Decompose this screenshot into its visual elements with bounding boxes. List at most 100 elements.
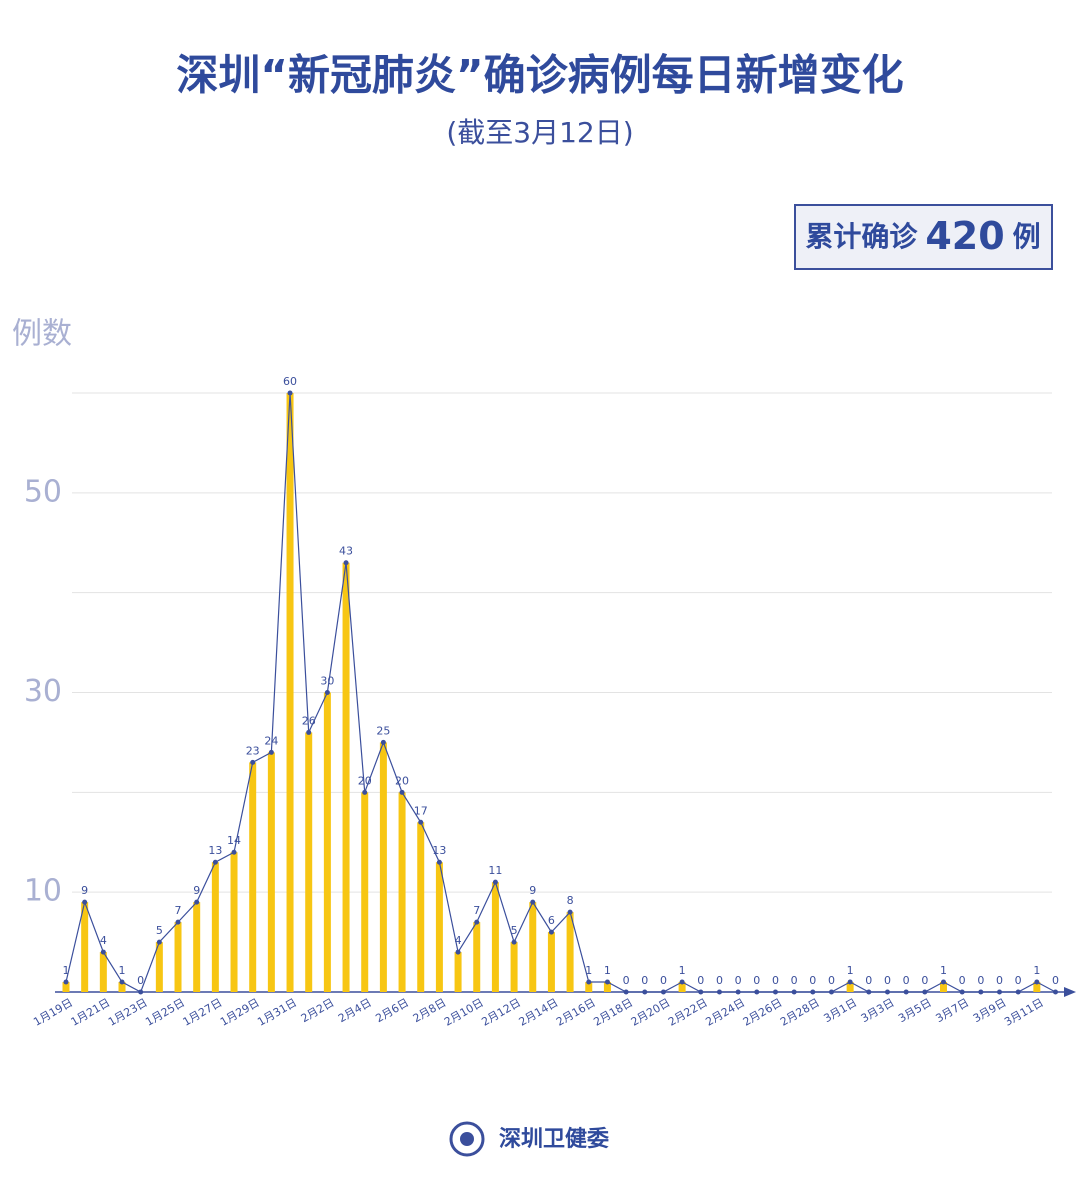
point xyxy=(791,989,797,995)
bar xyxy=(417,822,425,992)
data-label: 5 xyxy=(511,924,518,937)
footer: 深圳卫健委 xyxy=(449,1121,609,1157)
bar xyxy=(491,882,499,992)
point xyxy=(884,989,890,995)
x-tick-label: 1月21日 xyxy=(69,996,113,1029)
data-label: 13 xyxy=(208,844,222,857)
x-tick-label: 1月29日 xyxy=(218,996,262,1029)
data-label: 1 xyxy=(847,964,854,977)
line xyxy=(65,392,1056,993)
point xyxy=(716,989,722,995)
point xyxy=(82,899,88,905)
data-label: 0 xyxy=(623,974,630,987)
bar xyxy=(267,752,275,992)
data-label: 26 xyxy=(302,714,316,727)
bar xyxy=(678,982,686,992)
point xyxy=(698,989,704,995)
data-label: 17 xyxy=(414,804,428,817)
logo xyxy=(449,1121,485,1157)
point xyxy=(586,979,592,985)
point xyxy=(212,859,218,865)
y-axis-label: 例数 xyxy=(12,317,72,352)
bar xyxy=(81,902,89,992)
bar xyxy=(305,732,313,992)
x-tick-label: 3月3日 xyxy=(859,996,897,1025)
point xyxy=(660,989,666,995)
data-label: 0 xyxy=(735,974,742,987)
x-tick-label: 1月27日 xyxy=(181,996,225,1029)
point xyxy=(978,989,984,995)
x-tick-label: 2月16日 xyxy=(554,996,598,1029)
point xyxy=(922,989,928,995)
bar xyxy=(454,952,462,992)
x-tick-label: 2月20日 xyxy=(629,996,673,1029)
point xyxy=(492,879,498,885)
point xyxy=(828,989,834,995)
data-label: 0 xyxy=(977,974,984,987)
point xyxy=(1034,979,1040,985)
bar xyxy=(1033,982,1041,992)
data-label: 0 xyxy=(753,974,760,987)
data-label: 7 xyxy=(473,904,480,917)
chart-subtitle: (截至3月12日) xyxy=(446,116,633,149)
point xyxy=(604,979,610,985)
point xyxy=(138,989,144,995)
x-tick-label: 2月10日 xyxy=(442,996,486,1029)
x-axis-arrow xyxy=(1064,987,1076,997)
point xyxy=(679,979,685,985)
data-label: 4 xyxy=(455,934,462,947)
data-label: 0 xyxy=(1015,974,1022,987)
point xyxy=(362,789,368,795)
data-label: 9 xyxy=(529,884,536,897)
x-tick-label: 1月31日 xyxy=(255,996,299,1029)
data-label: 1 xyxy=(604,964,611,977)
data-label: 24 xyxy=(264,734,278,747)
data-label: 1 xyxy=(585,964,592,977)
data-label: 6 xyxy=(548,914,555,927)
data-label: 11 xyxy=(488,864,502,877)
x-tick-label: 3月9日 xyxy=(971,996,1009,1025)
point xyxy=(735,989,741,995)
bar xyxy=(342,562,350,992)
point xyxy=(380,739,386,745)
x-tick-label: 2月24日 xyxy=(703,996,747,1029)
bar xyxy=(473,922,481,992)
point xyxy=(623,989,629,995)
point xyxy=(343,560,349,566)
data-label: 9 xyxy=(193,884,200,897)
data-label: 14 xyxy=(227,834,241,847)
x-tick-label: 1月23日 xyxy=(106,996,150,1029)
x-tick-label: 2月8日 xyxy=(411,996,449,1025)
bar xyxy=(155,942,163,992)
point xyxy=(268,749,274,755)
point xyxy=(63,979,69,985)
point xyxy=(1015,989,1021,995)
data-label: 7 xyxy=(175,904,182,917)
data-label: 25 xyxy=(376,724,390,737)
point xyxy=(474,919,480,925)
bar xyxy=(193,902,201,992)
data-label: 0 xyxy=(791,974,798,987)
point xyxy=(455,949,461,955)
bar xyxy=(99,952,107,992)
x-tick-label: 3月7日 xyxy=(933,996,971,1025)
point xyxy=(399,789,405,795)
x-tick-label: 2月12日 xyxy=(479,996,523,1029)
data-label: 0 xyxy=(884,974,891,987)
data-label: 0 xyxy=(1052,974,1059,987)
x-tick-label: 2月2日 xyxy=(299,996,337,1025)
data-label: 1 xyxy=(679,964,686,977)
data-label: 13 xyxy=(432,844,446,857)
data-label: 0 xyxy=(996,974,1003,987)
data-label: 0 xyxy=(772,974,779,987)
data-label: 0 xyxy=(641,974,648,987)
data-label: 0 xyxy=(697,974,704,987)
data-label: 0 xyxy=(903,974,910,987)
data-label: 0 xyxy=(921,974,928,987)
point xyxy=(324,690,330,695)
point xyxy=(642,989,648,995)
x-tick-label: 2月4日 xyxy=(336,996,374,1025)
point xyxy=(940,979,946,985)
chart-title: 深圳“新冠肺炎”确诊病例每日新增变化 xyxy=(176,51,903,100)
point xyxy=(1053,989,1059,995)
